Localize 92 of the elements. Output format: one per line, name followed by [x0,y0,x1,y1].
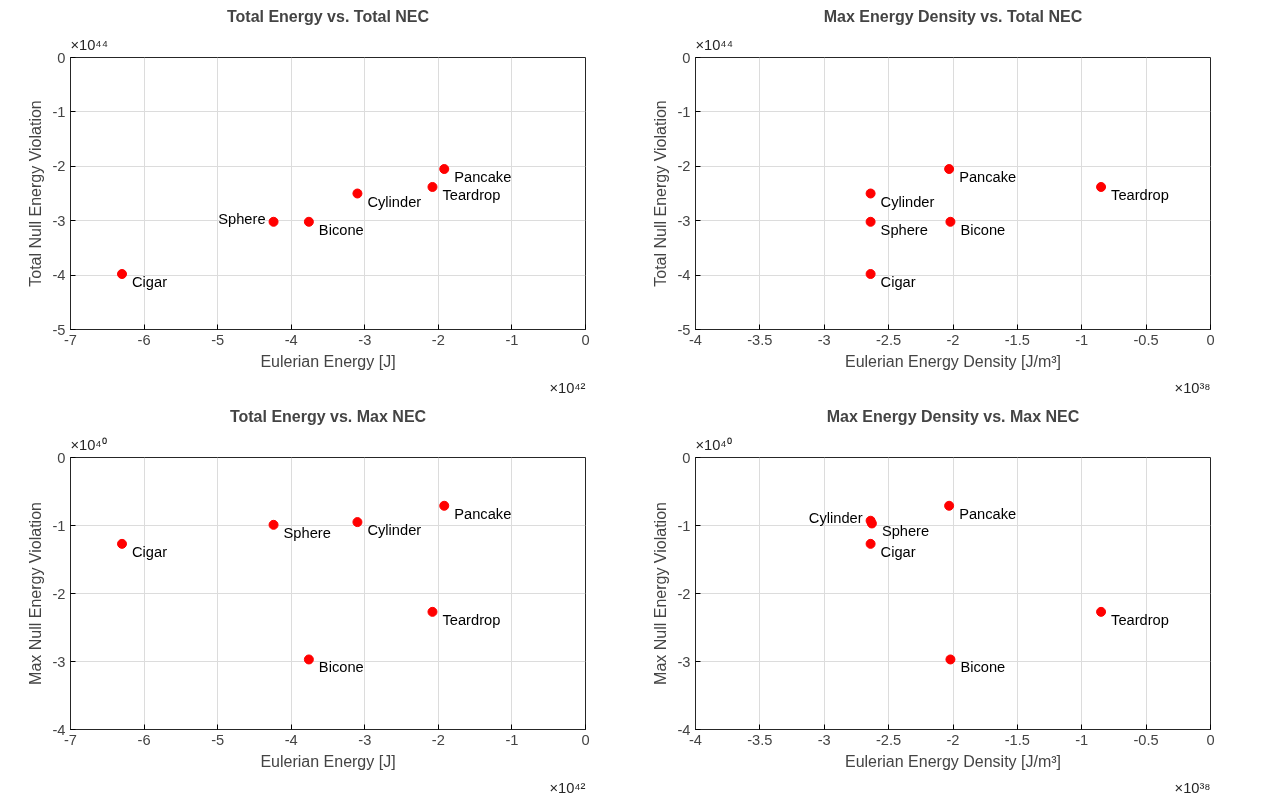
x-tick-label: -3 [817,331,831,348]
annotation: Cigar [132,543,168,560]
x-axis-title: Eulerian Energy Density [J/m³] [844,752,1062,770]
x-tick-label: -6 [137,331,151,348]
y-tick-label: -3 [677,212,691,229]
y-tick-label: 0 [682,49,691,66]
chart-title: Max Energy Density vs. Max NEC [826,407,1080,425]
x-tick-label: -1.5 [1004,331,1031,348]
text: ×10⁴⁰ [70,436,107,453]
chart-title: Total Energy vs. Max NEC [229,407,427,425]
y-tick-label: -2 [52,585,66,602]
x-tick-label: 0 [581,331,590,348]
x-tick-label: 0 [1206,331,1215,348]
annotation: Pancake [454,505,512,522]
y-tick-label: 0 [57,49,66,66]
y-tick-label: -3 [677,653,691,670]
y-tick-label: -4 [677,267,691,284]
x-tick-label: -1 [505,731,519,748]
annotation: Sphere [218,210,266,227]
y-tick-label: -1 [677,103,691,120]
annotation: Cylinder [880,193,935,210]
x-tick-label: -2.5 [876,331,902,348]
text: ×10⁴² [549,779,586,796]
x-tick-label: -1.5 [1004,731,1031,748]
x-tick-label: -1 [1075,731,1089,748]
y-tick-label: -1 [677,517,691,534]
x-tick-label: -3 [817,731,831,748]
y-tick-label: -1 [52,103,66,120]
x-tick-label: -6 [137,731,151,748]
x-tick-label: 0 [1206,731,1215,748]
chart-title: Max Energy Density vs. Total NEC [823,7,1083,25]
annotation: Bicone [318,221,364,238]
x-tick-label: -2 [431,331,445,348]
x-tick-label: -1 [1075,331,1089,348]
text: ×10³⁸ [1174,779,1211,796]
annotation: Bicone [318,659,364,676]
y-tick-label: -3 [52,212,66,229]
y-axis-title: Total Null Energy Violation [652,100,670,287]
annotation: Pancake [959,169,1017,186]
annotation: Sphere [283,524,331,541]
annotation: Cylinder [808,509,863,526]
annotation: Teardrop [1111,186,1169,203]
annotation: Cylinder [367,522,422,539]
x-tick-label: -3 [358,731,372,748]
chart-title: Total Energy vs. Total NEC [226,7,430,25]
y-tick-label: 0 [57,449,66,466]
x-tick-label: -3.5 [747,331,773,348]
annotation: Sphere [880,221,928,238]
x-tick-label: -0.5 [1133,331,1159,348]
y-tick-label: 0 [682,449,691,466]
x-tick-label: -1 [505,331,519,348]
x-tick-label: -3.5 [747,731,773,748]
x-tick-label: -2 [431,731,445,748]
y-tick-label: -1 [52,517,66,534]
y-axis-title: Total Null Energy Violation [27,100,45,287]
y-tick-label: -3 [52,653,66,670]
x-tick-label: -4 [284,331,298,348]
annotation: Teardrop [442,611,501,628]
y-tick-label: -4 [52,267,66,284]
y-axis-title: Max Null Energy Violation [652,502,670,685]
text: ×10⁴⁴ [70,36,108,53]
annotation: Cigar [880,274,916,291]
annotation: Cigar [132,274,168,291]
annotation: Teardrop [442,186,501,203]
x-axis-title: Eulerian Energy [J] [260,752,396,770]
annotation: Cigar [880,543,916,560]
annotation: Bicone [960,221,1006,238]
x-tick-label: -2 [946,731,960,748]
annotation: Bicone [960,659,1006,676]
annotation: Teardrop [1111,611,1169,628]
y-axis-title: Max Null Energy Violation [27,502,45,685]
x-axis-title: Eulerian Energy [J] [260,352,396,370]
y-tick-label: -2 [677,158,691,175]
x-tick-label: -3 [358,331,372,348]
x-tick-label: 0 [581,731,590,748]
x-tick-label: -5 [211,731,225,748]
text: ×10³⁸ [1174,379,1211,396]
annotation: Cylinder [367,193,422,210]
text: ×10⁴² [549,379,586,396]
x-tick-label: -5 [211,331,225,348]
annotation: Sphere [881,523,930,540]
x-tick-label: -2.5 [876,731,902,748]
annotation: Pancake [959,505,1017,522]
text: ×10⁴⁰ [695,436,732,453]
x-tick-label: -4 [284,731,298,748]
y-tick-label: -2 [52,158,66,175]
y-tick-label: -2 [677,585,691,602]
annotation: Pancake [454,169,512,186]
x-tick-label: -2 [946,331,960,348]
x-tick-label: -0.5 [1133,731,1159,748]
text: ×10⁴⁴ [695,36,733,53]
x-axis-title: Eulerian Energy Density [J/m³] [844,352,1062,370]
